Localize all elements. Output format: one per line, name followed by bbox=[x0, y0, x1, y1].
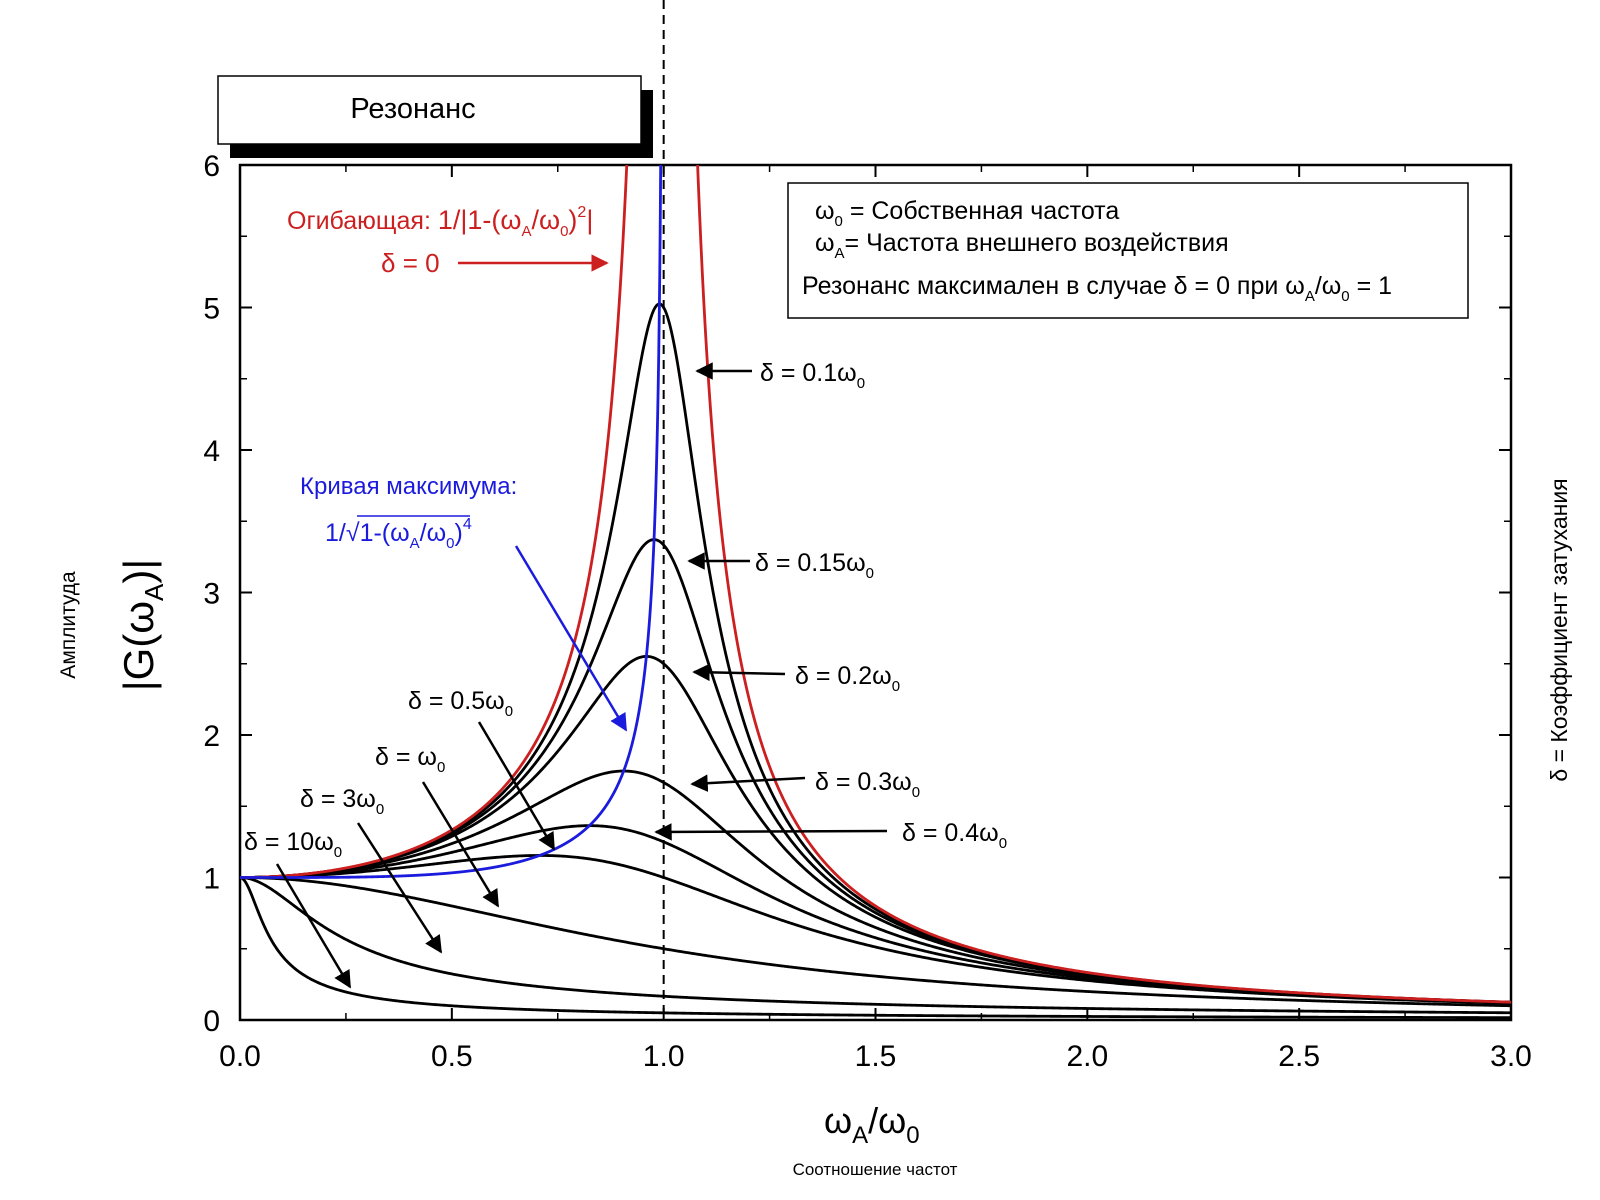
title-box-text: Резонанс bbox=[350, 93, 475, 125]
maximum-curve bbox=[240, 165, 663, 879]
arrow-delta-0.3 bbox=[690, 774, 806, 792]
y-tick-label: 6 bbox=[203, 150, 220, 183]
envelope-annotation: Огибающая: 1/|1-(ωA/ω0)2| δ = 0 bbox=[287, 204, 609, 278]
envelope-curve-right bbox=[696, 165, 1511, 1004]
label-delta-0.15: δ = 0.15ω0 bbox=[755, 549, 874, 582]
label-delta-0.1: δ = 0.1ω0 bbox=[760, 359, 865, 392]
legend-line-resonance-condition: Резонанс максимален в случае δ = 0 при ω… bbox=[802, 272, 1392, 305]
x-tick-label: 1.5 bbox=[855, 1040, 897, 1073]
x-tick-label: 1.0 bbox=[643, 1040, 685, 1073]
x-tick-label: 2.0 bbox=[1066, 1040, 1108, 1073]
title-box-frame bbox=[217, 75, 642, 145]
label-delta-0.2: δ = 0.2ω0 bbox=[795, 662, 900, 695]
envelope-delta-label: δ = 0 bbox=[381, 248, 440, 278]
y-axis-sublabel: Амплитуда bbox=[57, 571, 80, 679]
arrow-delta-0.2 bbox=[692, 663, 786, 682]
x-tick-label: 3.0 bbox=[1490, 1040, 1532, 1073]
x-axis-title: ωA/ω0 bbox=[824, 1100, 920, 1149]
x-tick-label: 2.5 bbox=[1278, 1040, 1320, 1073]
arrow-delta-1 bbox=[421, 781, 500, 908]
legend-box: ω0 = Собственная частота ωA= Частота вне… bbox=[787, 182, 1469, 319]
x-tick-label: 0.5 bbox=[431, 1040, 473, 1073]
curve-delta-0.5 bbox=[240, 854, 1511, 1005]
label-delta-3: δ = 3ω0 bbox=[300, 785, 384, 818]
damping-annotations: δ = 0.1ω0 δ = 0.15ω0 δ = 0.2ω0 δ = 0.3ω0… bbox=[244, 359, 1007, 989]
maximum-curve-annotation: Кривая максимума: 1/√1-(ωA/ω0)4 bbox=[300, 473, 628, 732]
y-tick-label: 4 bbox=[203, 435, 220, 468]
curve-delta-1 bbox=[240, 876, 1511, 1008]
envelope-label: Огибающая: 1/|1-(ωA/ω0)2| bbox=[287, 204, 593, 240]
label-delta-0.5: δ = 0.5ω0 bbox=[408, 687, 513, 720]
arrow-delta-3 bbox=[356, 822, 443, 954]
arrow-delta-0.5 bbox=[477, 721, 556, 851]
maximum-curve-label: Кривая максимума: bbox=[300, 473, 517, 500]
curve-delta-10 bbox=[240, 876, 1511, 1020]
y-tick-label: 3 bbox=[203, 578, 220, 611]
label-delta-1: δ = ω0 bbox=[375, 743, 445, 776]
arrow-delta-0.4 bbox=[654, 823, 888, 841]
label-delta-10: δ = 10ω0 bbox=[244, 828, 342, 861]
x-tick-label: 0.0 bbox=[219, 1040, 261, 1073]
maximum-curve-arrow bbox=[514, 545, 628, 732]
legend-line-drive-frequency: ωA= Частота внешнего воздействия bbox=[815, 229, 1229, 262]
curve-delta-0.3 bbox=[240, 769, 1511, 1005]
y-axis-label: Амплитуда |G(ωA)| bbox=[57, 559, 169, 692]
label-delta-0.4: δ = 0.4ω0 bbox=[902, 819, 1007, 852]
x-axis-ticks: 0.0 0.5 1.0 1.5 2.0 2.5 3.0 bbox=[219, 165, 1532, 1073]
arrow-delta-10 bbox=[275, 863, 352, 989]
envelope-curve-left bbox=[240, 165, 629, 879]
maximum-curve-formula: 1/√1-(ωA/ω0)4 bbox=[325, 516, 472, 552]
y-tick-label: 1 bbox=[203, 863, 220, 896]
x-axis-sublabel: Соотношение частот bbox=[793, 1160, 958, 1179]
legend-line-natural-frequency: ω0 = Собственная частота bbox=[815, 197, 1119, 230]
y-tick-label: 5 bbox=[203, 293, 220, 326]
x-axis-label: ωA/ω0 Соотношение частот bbox=[793, 1100, 958, 1179]
curve-delta-0.1 bbox=[240, 302, 1511, 1004]
curve-delta-3 bbox=[240, 876, 1511, 1015]
legend-frame bbox=[787, 182, 1469, 319]
y-tick-label: 2 bbox=[203, 720, 220, 753]
damping-coefficient-label: δ = Коэффициент затухания bbox=[1546, 478, 1572, 781]
y-tick-label: 0 bbox=[203, 1005, 220, 1038]
y-axis-ticks: 0 1 2 3 4 5 6 bbox=[203, 150, 1511, 1038]
title-box: Резонанс bbox=[217, 75, 653, 158]
label-delta-0.3: δ = 0.3ω0 bbox=[815, 768, 920, 801]
y-axis-title: |G(ωA)| bbox=[115, 559, 169, 692]
